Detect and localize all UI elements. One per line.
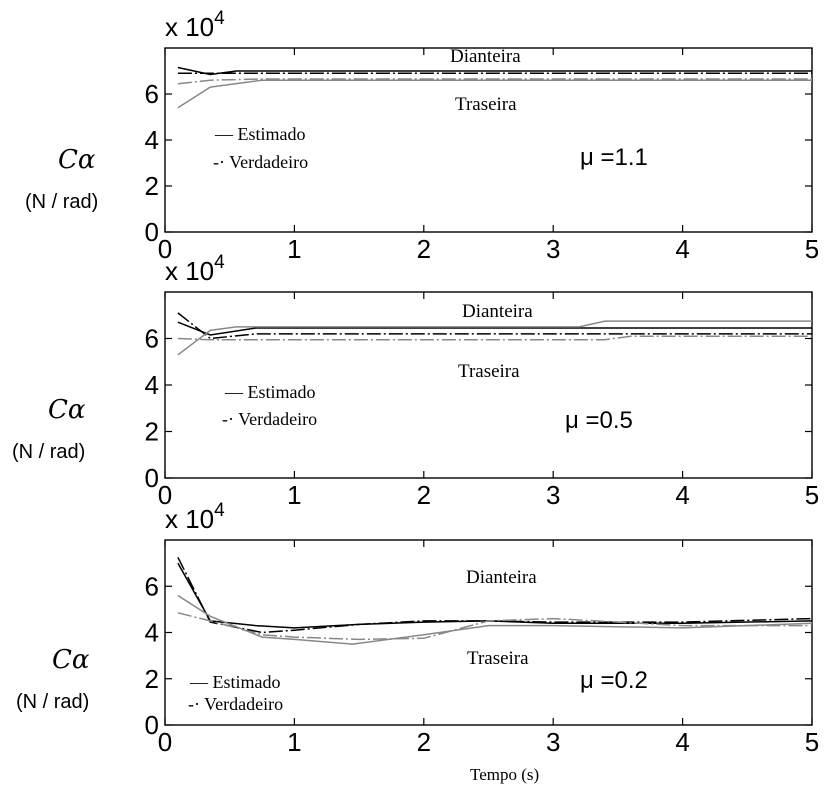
x-tick-label: 5 (805, 480, 819, 510)
x-tick-label: 3 (546, 480, 560, 510)
series-line-2 (177, 312, 812, 340)
annotation-dianteira: Dianteira (450, 46, 521, 67)
y-tick-label: 2 (145, 664, 159, 694)
y-tick-label: 4 (145, 125, 159, 155)
panel-2: x 104 Cα (N / rad) Dianteira Traseira — … (12, 252, 633, 463)
legend-verdadeiro: -· Verdadeiro (222, 409, 317, 429)
x-tick-label: 0 (158, 480, 172, 510)
series-line-1 (177, 66, 812, 76)
mu-label: μ =0.2 (580, 667, 648, 694)
y-tick-label: 2 (145, 171, 159, 201)
legend-verdadeiro: -· Verdadeiro (188, 694, 283, 714)
y-tick-label: 4 (145, 370, 159, 400)
multiplier-label: x 104 (165, 8, 225, 42)
plot-area-3: 0 1 2 3 4 5 0 2 4 6 (145, 539, 819, 757)
ylabel-symbol: Cα (58, 145, 96, 175)
panel-3: x 104 Cα (N / rad) Dianteira Traseira — … (16, 500, 648, 784)
y-tick-label: 6 (145, 79, 159, 109)
x-tick-label: 2 (417, 234, 431, 264)
series-line-1 (177, 321, 812, 336)
x-tick-label: 1 (287, 727, 301, 757)
annotation-traseira: Traseira (455, 94, 517, 115)
mu-label: μ =1.1 (580, 144, 648, 171)
ylabel-unit: (N / rad) (12, 441, 85, 463)
series-line-4 (177, 78, 812, 85)
x-tick-label: 2 (417, 727, 431, 757)
series-line-4 (177, 335, 812, 341)
series-line-3 (177, 320, 812, 356)
series-line-4 (177, 612, 812, 641)
series-line-3 (177, 79, 812, 109)
x-tick-label: 1 (287, 480, 301, 510)
annotation-dianteira: Dianteira (466, 567, 537, 588)
plot-area-1: 0 1 2 3 4 5 0 2 4 6 (145, 47, 819, 264)
y-tick-label: 6 (145, 571, 159, 601)
series-line-3 (177, 594, 813, 645)
y-tick-label: 4 (145, 618, 159, 648)
ylabel-symbol: Cα (48, 395, 86, 425)
x-tick-label: 4 (675, 727, 689, 757)
x-tick-label: 0 (158, 727, 172, 757)
y-tick-label: 0 (145, 217, 159, 247)
annotation-traseira: Traseira (458, 361, 520, 382)
ylabel-symbol: Cα (52, 645, 90, 675)
y-tick-label: 6 (145, 324, 159, 354)
ylabel-unit: (N / rad) (16, 691, 89, 713)
multiplier-label: x 104 (165, 252, 225, 286)
x-tick-label: 4 (675, 234, 689, 264)
legend-estimado: — Estimado (189, 672, 281, 692)
x-axis-label: Tempo (s) (470, 765, 539, 784)
x-tick-label: 5 (805, 234, 819, 264)
legend-estimado: — Estimado (214, 124, 306, 144)
mu-label: μ =0.5 (565, 407, 633, 434)
legend-verdadeiro: -· Verdadeiro (213, 152, 308, 172)
x-tick-label: 2 (417, 480, 431, 510)
panel-1: x 104 Cα (N / rad) Dianteira Traseira — … (25, 8, 648, 213)
annotation-dianteira: Dianteira (462, 301, 533, 322)
plot-area-2: 0 1 2 3 4 5 0 2 4 6 (145, 291, 819, 510)
y-tick-label: 0 (145, 463, 159, 493)
annotation-traseira: Traseira (467, 648, 529, 669)
x-tick-label: 5 (805, 727, 819, 757)
legend-estimado: — Estimado (224, 382, 316, 402)
x-tick-label: 3 (546, 727, 560, 757)
multiplier-label: x 104 (165, 500, 225, 534)
ylabel-unit: (N / rad) (25, 191, 98, 213)
x-tick-label: 0 (158, 234, 172, 264)
x-tick-label: 3 (546, 234, 560, 264)
x-tick-label: 4 (675, 480, 689, 510)
x-tick-label: 1 (287, 234, 301, 264)
y-tick-label: 2 (145, 417, 159, 447)
y-tick-label: 0 (145, 710, 159, 740)
